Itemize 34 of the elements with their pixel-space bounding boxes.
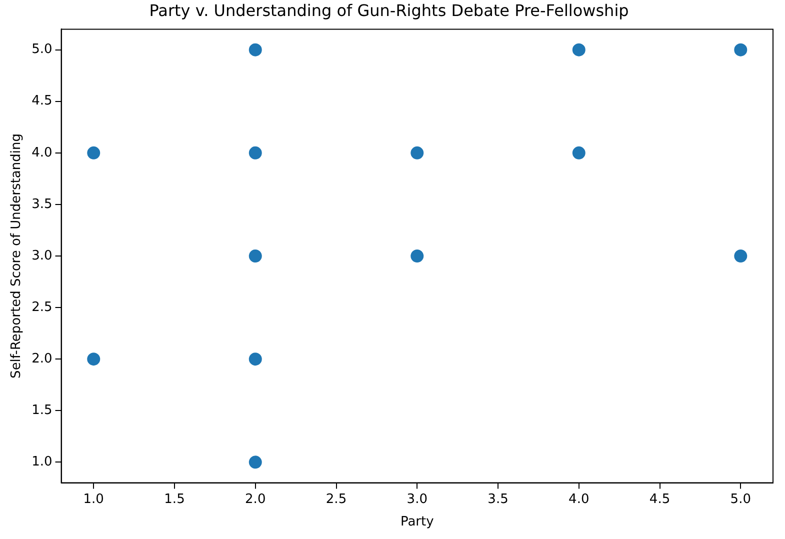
point	[410, 250, 424, 262]
y-tick-label: 2.0	[32, 351, 52, 366]
y-tick-label: 2.5	[32, 300, 52, 315]
x-tick-label: 1.0	[83, 492, 104, 507]
point	[248, 43, 262, 56]
point	[248, 146, 262, 160]
chart-title: Party v. Understanding of Gun-Rights Debate Pre-Fellowship	[149, 0, 629, 20]
y-tick-label: 1.5	[32, 403, 52, 418]
y-tick-label: 4.0	[32, 145, 52, 160]
x-axis-title: Party	[400, 514, 434, 530]
point	[410, 146, 424, 160]
x-tick-label: 1.5	[164, 492, 185, 507]
y-tick-label: 5.0	[32, 42, 52, 58]
point	[87, 146, 100, 160]
x-tick-label: 5.0	[730, 492, 751, 507]
y-tick-label: 1.0	[32, 454, 52, 470]
x-tick-label: 3.0	[406, 492, 428, 507]
point	[248, 352, 262, 366]
y-tick-label: 3.0	[32, 248, 52, 264]
point	[734, 250, 748, 262]
point	[87, 352, 100, 366]
x-tick-label: 4.0	[568, 492, 590, 507]
y-tick-label: 3.5	[32, 196, 52, 212]
point	[572, 43, 586, 56]
x-tick-label: 4.5	[649, 492, 670, 507]
point	[572, 146, 586, 160]
x-tick-label: 2.0	[245, 492, 266, 507]
y-axis-title: Self-Reported Score of Understanding	[9, 134, 24, 378]
x-tick-label: 3.5	[488, 492, 508, 507]
y-tick-label: 4.5	[32, 94, 52, 109]
point	[248, 456, 262, 469]
point	[734, 43, 748, 56]
point	[248, 250, 262, 262]
x-tick-label: 2.5	[326, 492, 347, 507]
